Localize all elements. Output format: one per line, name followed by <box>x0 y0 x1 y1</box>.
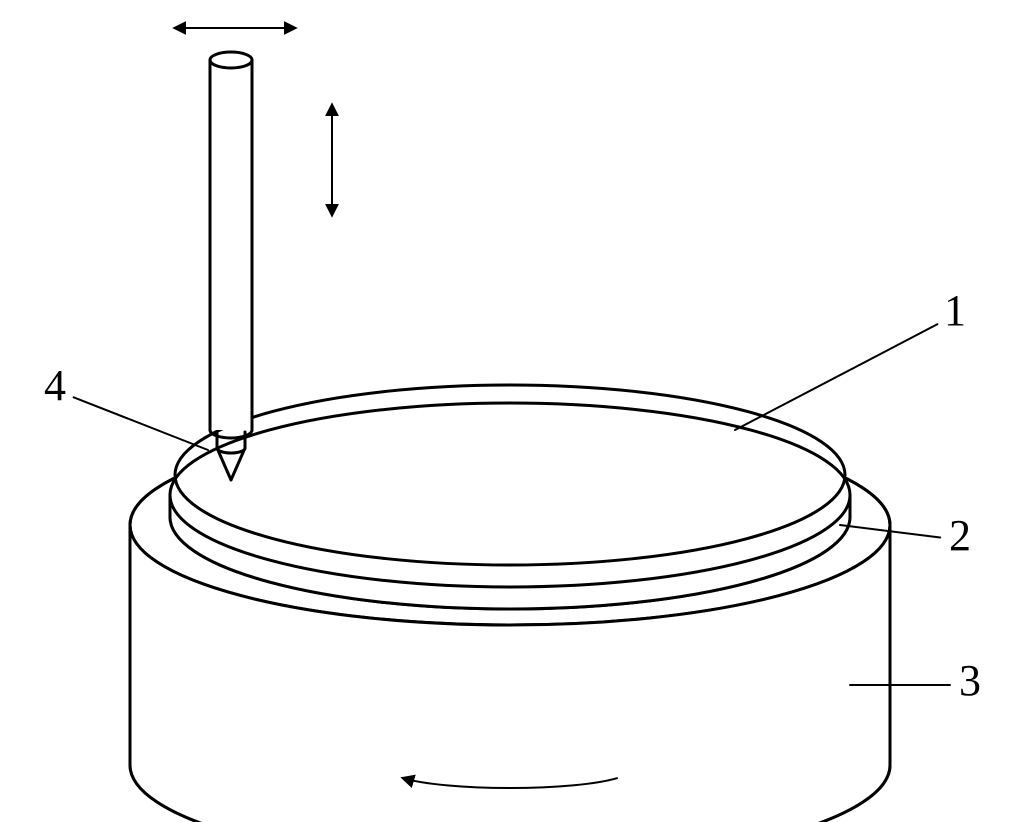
label-4: 4 <box>44 361 66 410</box>
leader-1 <box>735 324 937 430</box>
label-2: 2 <box>949 511 971 560</box>
label-1: 1 <box>944 286 966 335</box>
tool-shaft-fill <box>210 60 252 430</box>
label-3: 3 <box>959 656 981 705</box>
leader-4 <box>74 397 208 450</box>
